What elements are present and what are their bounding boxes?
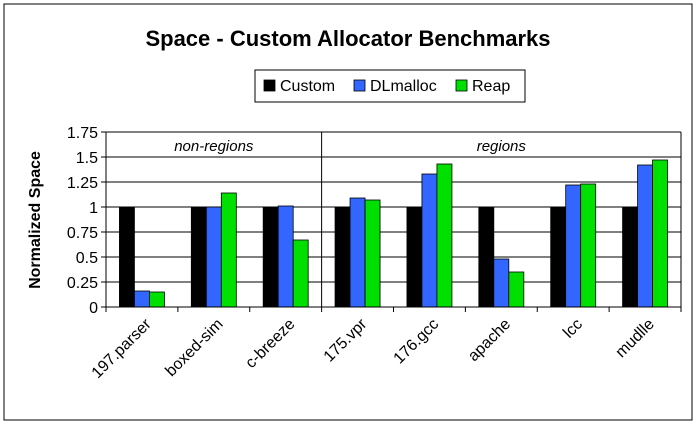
bar-reap-175.vpr <box>364 199 381 308</box>
region-labels: non-regions regions <box>174 132 526 307</box>
legend-label-reap: Reap <box>472 78 510 95</box>
bar-dlmalloc-lcc <box>565 184 582 308</box>
legend-label-custom: Custom <box>280 78 335 95</box>
bar-custom-apache <box>478 206 495 308</box>
bar-reap-197.parser <box>149 291 165 308</box>
y-tick-label: 0.5 <box>76 250 98 267</box>
y-axis-label: Normalized Space <box>27 151 44 289</box>
bar-dlmalloc-apache <box>493 258 510 308</box>
bar-dlmalloc-175.vpr <box>349 197 366 308</box>
y-tick-label: 0.75 <box>67 225 98 242</box>
bar-custom-197.parser <box>119 206 135 308</box>
bar-reap-mudlle <box>652 159 668 308</box>
region-label-non-regions: non-regions <box>174 138 254 155</box>
bar-custom-c-breeze <box>262 206 279 308</box>
bar-reap-apache <box>508 271 525 308</box>
legend-swatch-reap <box>455 79 468 92</box>
bar-custom-176.gcc <box>406 206 423 308</box>
y-tick-label: 1.75 <box>67 125 98 142</box>
bar-custom-boxed-sim <box>190 206 207 308</box>
bar-reap-c-breeze <box>292 239 309 308</box>
chart-title: Space - Custom Allocator Benchmarks <box>145 26 550 51</box>
y-axis-ticks: 0 0.25 0.5 0.75 1 1.25 1.5 1.75 <box>67 125 106 317</box>
legend-box <box>254 69 526 103</box>
legend: Custom DLmalloc Reap <box>254 69 526 103</box>
bar-dlmalloc-197.parser <box>134 290 150 308</box>
axes <box>105 132 682 308</box>
region-label-regions: regions <box>477 138 527 155</box>
y-tick-label: 1.25 <box>67 175 98 192</box>
bar-custom-lcc <box>550 206 567 308</box>
y-tick-label: 0 <box>89 300 98 317</box>
legend-label-dlmalloc: DLmalloc <box>370 78 437 95</box>
y-tick-label: 1 <box>89 200 98 217</box>
bar-dlmalloc-c-breeze <box>277 205 294 308</box>
bar-dlmalloc-176.gcc <box>421 173 438 308</box>
legend-swatch-custom <box>263 79 276 92</box>
bar-reap-boxed-sim <box>220 192 237 308</box>
legend-swatch-dlmalloc <box>353 79 366 92</box>
bar-reap-176.gcc <box>436 163 453 308</box>
bars <box>119 159 668 308</box>
y-tick-label: 0.25 <box>67 275 98 292</box>
y-tick-label: 1.5 <box>76 150 98 167</box>
bar-custom-mudlle <box>622 206 638 308</box>
bar-reap-lcc <box>580 183 597 308</box>
bar-dlmalloc-boxed-sim <box>205 206 222 308</box>
bar-custom-175.vpr <box>334 206 351 308</box>
bar-dlmalloc-mudlle <box>637 164 653 308</box>
